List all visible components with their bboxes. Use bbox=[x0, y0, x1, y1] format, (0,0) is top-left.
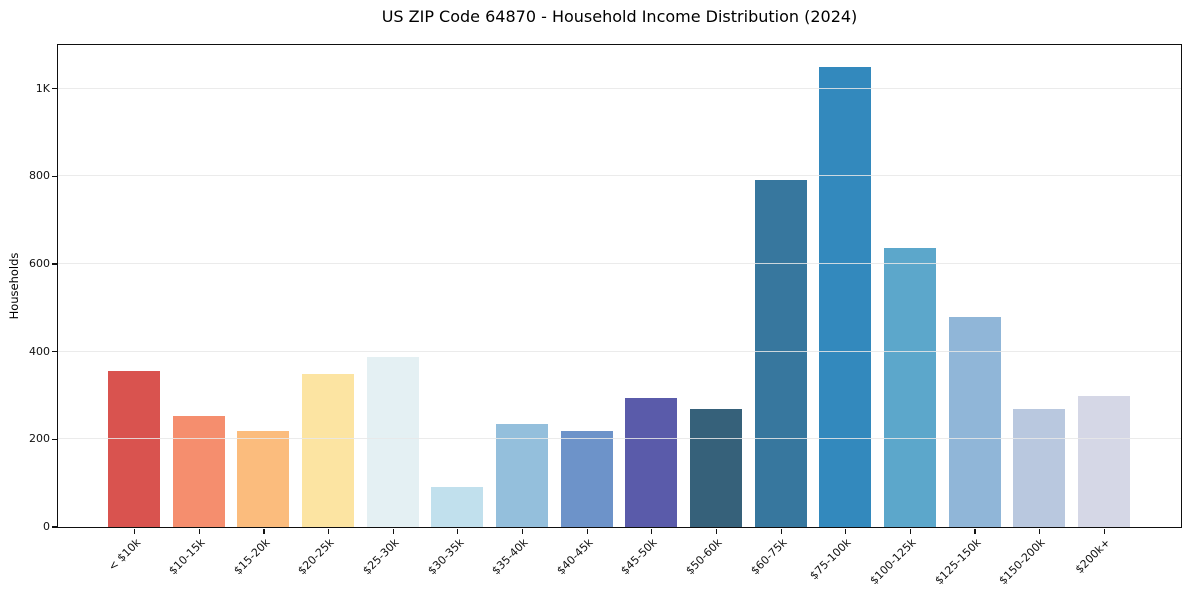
x-tick-label: $100-125k bbox=[867, 536, 919, 588]
x-tick-label: $50-60k bbox=[683, 536, 725, 578]
y-tick-label: 400 bbox=[29, 344, 50, 358]
x-tick-label: $25-30k bbox=[360, 536, 402, 578]
bar bbox=[496, 423, 549, 527]
x-tick-mark bbox=[586, 528, 588, 534]
x-tick-label: < $10k bbox=[105, 536, 143, 574]
x-tick-label: $200k+ bbox=[1072, 536, 1113, 577]
y-tick-mark bbox=[51, 438, 57, 440]
bar bbox=[237, 430, 290, 527]
bar bbox=[754, 180, 807, 527]
x-tick-mark bbox=[263, 528, 265, 534]
bar bbox=[172, 416, 225, 527]
x-tick-label: $60-75k bbox=[748, 536, 790, 578]
bar bbox=[883, 248, 936, 527]
x-tick-label: $35-40k bbox=[489, 536, 531, 578]
x-tick-mark bbox=[651, 528, 653, 534]
x-tick-mark bbox=[909, 528, 911, 534]
x-tick-label: $150-200k bbox=[996, 536, 1048, 588]
x-tick-label: $125-150k bbox=[932, 536, 984, 588]
x-tick-mark bbox=[328, 528, 330, 534]
y-tick-mark bbox=[51, 526, 57, 528]
x-tick-mark bbox=[974, 528, 976, 534]
x-tick-mark bbox=[1103, 528, 1105, 534]
y-tick-label: 0 bbox=[43, 520, 50, 533]
x-tick-label: $75-100k bbox=[807, 536, 854, 583]
bar bbox=[108, 370, 161, 527]
bar bbox=[302, 374, 355, 527]
bar bbox=[1013, 409, 1066, 527]
y-tick-label: 800 bbox=[29, 169, 50, 183]
gridline bbox=[57, 263, 1181, 265]
y-tick-mark bbox=[51, 175, 57, 178]
y-tick-mark bbox=[51, 351, 57, 353]
y-tick-label: 600 bbox=[29, 257, 50, 271]
x-tick-label: $15-20k bbox=[230, 536, 273, 578]
x-tick-label: $45-50k bbox=[618, 536, 661, 578]
y-tick-mark bbox=[51, 263, 57, 265]
bar bbox=[948, 316, 1001, 527]
bar bbox=[625, 398, 678, 527]
x-tick-label: $10-15k bbox=[166, 536, 208, 578]
bar bbox=[819, 67, 872, 527]
bar bbox=[366, 356, 419, 527]
gridline bbox=[57, 350, 1181, 352]
x-tick-mark bbox=[134, 528, 136, 534]
gridline bbox=[57, 87, 1181, 89]
gridline bbox=[57, 175, 1181, 177]
plot-area bbox=[56, 43, 1182, 528]
x-tick-mark bbox=[198, 528, 200, 534]
x-tick-mark bbox=[845, 528, 847, 534]
x-tick-mark bbox=[457, 528, 459, 534]
y-tick-mark bbox=[51, 88, 57, 90]
x-tick-mark bbox=[392, 528, 394, 534]
bar bbox=[1077, 396, 1130, 527]
x-tick-label: $40-45k bbox=[554, 536, 596, 578]
chart-title: US ZIP Code 64870 - Household Income Dis… bbox=[381, 7, 858, 26]
y-tick-label: 1K bbox=[35, 81, 50, 95]
gridline bbox=[57, 438, 1181, 440]
bar bbox=[560, 430, 613, 527]
x-tick-label: $20-25k bbox=[295, 536, 337, 578]
y-tick-label: 200 bbox=[29, 432, 50, 446]
x-tick-label: $30-35k bbox=[424, 536, 467, 578]
bar bbox=[431, 486, 484, 527]
x-tick-mark bbox=[521, 528, 524, 534]
x-tick-mark bbox=[715, 528, 718, 534]
x-tick-mark bbox=[780, 528, 782, 534]
x-tick-mark bbox=[1039, 528, 1041, 534]
bar bbox=[689, 409, 742, 527]
